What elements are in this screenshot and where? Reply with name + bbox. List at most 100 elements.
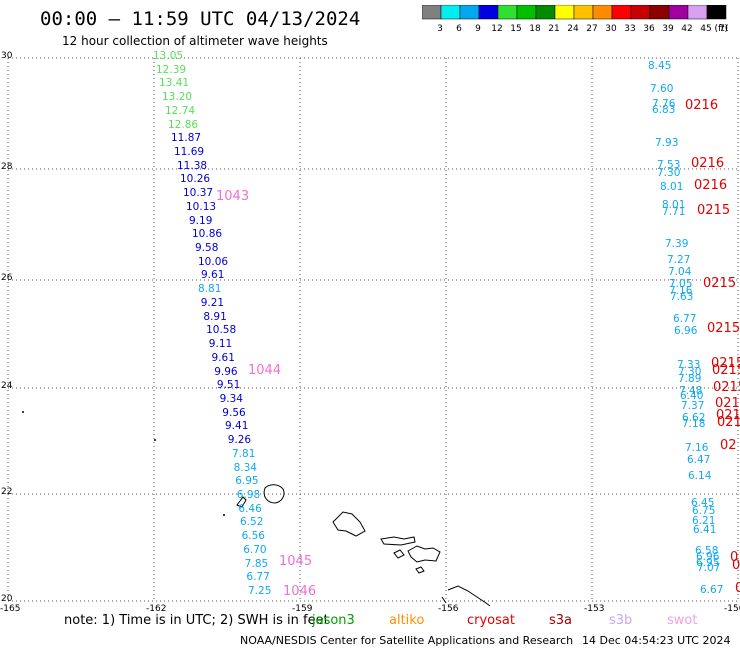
wave-height-label: 7.89 (678, 373, 702, 385)
wave-height-label: 13.41 (159, 77, 190, 90)
wave-height-label: 7.18 (682, 418, 706, 430)
lon-tick-label: -165 (0, 604, 21, 614)
wave-height-label: 6.67 (700, 584, 724, 596)
wave-height-label: 7.25 (248, 585, 272, 597)
time-label: 0 (730, 550, 739, 565)
wave-height-label: 6.62 (682, 412, 706, 424)
legend-label: 18 (529, 24, 541, 34)
legend-swatch (668, 5, 689, 20)
legend-label: 9 (475, 24, 481, 34)
legend-label: 6 (456, 24, 462, 34)
molokai-island (380, 536, 416, 546)
hawaii-island-west (441, 596, 447, 604)
time-label: 0215 (716, 408, 740, 423)
time-label: 0215 (697, 203, 731, 218)
wave-height-label: 7.27 (667, 254, 691, 266)
kauai-island (263, 484, 285, 504)
legend-swatch (611, 5, 632, 20)
necker-dot (154, 439, 156, 441)
wave-height-label: 13.05 (153, 50, 184, 62)
wave-height-label: 9.21 (200, 296, 225, 309)
wave-height-label: 7.30 (657, 167, 681, 179)
lat-tick-label: 28 (1, 162, 13, 172)
wave-height-label: 7.05 (669, 278, 693, 290)
legend-label: 36 (643, 24, 655, 34)
satellite-altiko-label: altiko (389, 613, 425, 628)
wave-height-label: 8.34 (233, 461, 257, 474)
wave-height-label: 7.07 (697, 562, 721, 574)
wave-height-label: 12.39 (156, 63, 187, 76)
wave-height-label: 8.01 (662, 199, 686, 211)
wave-height-label: 11.87 (171, 132, 202, 145)
wave-height-label: 11.69 (174, 146, 205, 159)
wave-height-label: 7.30 (678, 366, 702, 378)
wave-height-label: 9.58 (195, 242, 219, 255)
wave-height-label: 9.34 (219, 392, 243, 405)
lon-tick-label: -159 (292, 604, 313, 614)
legend-label: 30 (605, 24, 617, 34)
wave-height-label: 7.04 (668, 266, 692, 278)
time-label: 0215 (712, 363, 740, 378)
wave-height-label: 7.16 (685, 442, 709, 454)
wave-height-label: 7.63 (670, 291, 694, 303)
wave-height-label: 8.81 (198, 283, 222, 296)
time-label: 0216 (694, 178, 728, 193)
legend-swatch (478, 5, 499, 20)
legend-swatch (554, 5, 575, 20)
legend-swatch (459, 5, 480, 20)
wave-height-label: 8.45 (648, 60, 672, 72)
hawaii-island (447, 585, 491, 607)
nihoa-dot (22, 411, 24, 413)
wave-height-label: 6.83 (652, 104, 676, 116)
wave-height-label: 9.61 (211, 351, 235, 364)
wave-height-label: 9.11 (208, 338, 233, 351)
time-label: 1043 (216, 189, 250, 204)
wave-height-label: 7.37 (681, 400, 705, 412)
legend-label: 42 (681, 24, 692, 34)
legend-label: 33 (624, 24, 635, 34)
legend-label: 45 (700, 24, 711, 34)
time-label: 0215 (711, 356, 740, 371)
page-title: 00:00 — 11:59 UTC 04/13/2024 (40, 8, 361, 30)
lon-tick-label: -150 (724, 604, 740, 614)
lat-lon-grid (7, 57, 739, 602)
wave-height-label: 6.40 (680, 390, 704, 402)
satellite-cryosat-label: cryosat (467, 613, 515, 628)
wave-height-label: 7.76 (652, 98, 676, 110)
wave-height-label: 7.81 (232, 447, 256, 460)
wave-height-label: 6.70 (243, 543, 267, 556)
lanai-island (393, 549, 405, 559)
legend-label: 15 (510, 24, 521, 34)
wave-height-label: 9.56 (222, 406, 246, 419)
legend-swatch (516, 5, 537, 20)
wave-height-label: 7.60 (650, 83, 674, 95)
wave-height-label: 7.48 (679, 385, 703, 397)
satellite-s3b-label: s3b (609, 613, 633, 628)
wave-height-label: 10.37 (183, 187, 214, 200)
legend-swatch (422, 5, 442, 20)
legend-label: 70 (719, 24, 728, 34)
time-label: 0216 (685, 98, 719, 113)
legend-label: 21 (548, 24, 559, 34)
wave-height-label: 6.47 (687, 454, 711, 466)
notes-prefix: note: 1) Time is in UTC; 2) SWH is in fe… (64, 613, 329, 628)
wave-height-label: 6.96 (674, 325, 698, 337)
satellite-swot-label: swot (667, 613, 698, 628)
legend-swatch (592, 5, 613, 20)
page-subtitle: 12 hour collection of altimeter wave hei… (62, 34, 328, 48)
wave-height-label: 7.85 (244, 557, 269, 570)
hawaiian-islands-coastline (236, 484, 491, 607)
wave-height-label: 6.56 (241, 530, 265, 543)
time-label: 0215 (715, 396, 740, 411)
kaula-dot (223, 514, 225, 516)
wave-height-label: 6.21 (692, 515, 716, 527)
time-label: 0215 (717, 415, 740, 430)
wave-height-label: 6.45 (691, 497, 715, 509)
wave-height-label: 7.39 (665, 238, 689, 250)
wave-height-label: 6.75 (692, 505, 716, 517)
wave-height-color-legend: 3 6 9 12 15 18 21 24 27 30 33 36 39 42 45 70(ft) (422, 5, 728, 34)
time-label: 0 (732, 558, 740, 573)
satellite-s3a-label: s3a (549, 613, 573, 628)
legend-label: 39 (662, 24, 674, 34)
